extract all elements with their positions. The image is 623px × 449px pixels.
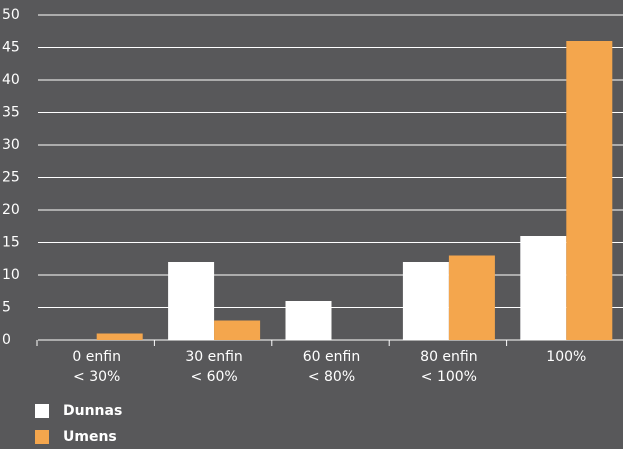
y-tick-label: 30 xyxy=(2,137,20,153)
x-tick-label: 80 enfin < 100% xyxy=(420,349,477,385)
y-tick-label: 50 xyxy=(2,7,20,23)
x-tick-label: 100% xyxy=(546,349,586,365)
y-tick-label: 25 xyxy=(2,170,20,186)
bar xyxy=(96,333,143,340)
legend-label: Umens xyxy=(63,429,117,445)
bar xyxy=(285,301,332,340)
legend-swatch xyxy=(35,404,49,418)
y-tick-label: 35 xyxy=(2,105,20,121)
bar xyxy=(214,320,261,340)
y-tick-label: 15 xyxy=(2,235,20,251)
bar xyxy=(520,236,567,340)
y-tick-label: 20 xyxy=(2,202,20,218)
y-tick-label: 40 xyxy=(2,72,20,88)
y-tick-label: 10 xyxy=(2,267,20,283)
y-tick-label: 0 xyxy=(2,332,11,348)
x-tick-label: 60 enfin < 80% xyxy=(303,349,360,385)
bar xyxy=(566,41,613,340)
bar xyxy=(402,262,449,340)
y-tick-label: 45 xyxy=(2,40,20,56)
x-tick-label: 0 enfin < 30% xyxy=(72,349,121,385)
x-tick-label: 30 enfin < 60% xyxy=(185,349,242,385)
legend-label: Dunnas xyxy=(63,403,122,419)
bar xyxy=(168,262,215,340)
bar xyxy=(448,255,495,340)
legend-swatch xyxy=(35,430,49,444)
y-tick-label: 5 xyxy=(2,300,11,316)
